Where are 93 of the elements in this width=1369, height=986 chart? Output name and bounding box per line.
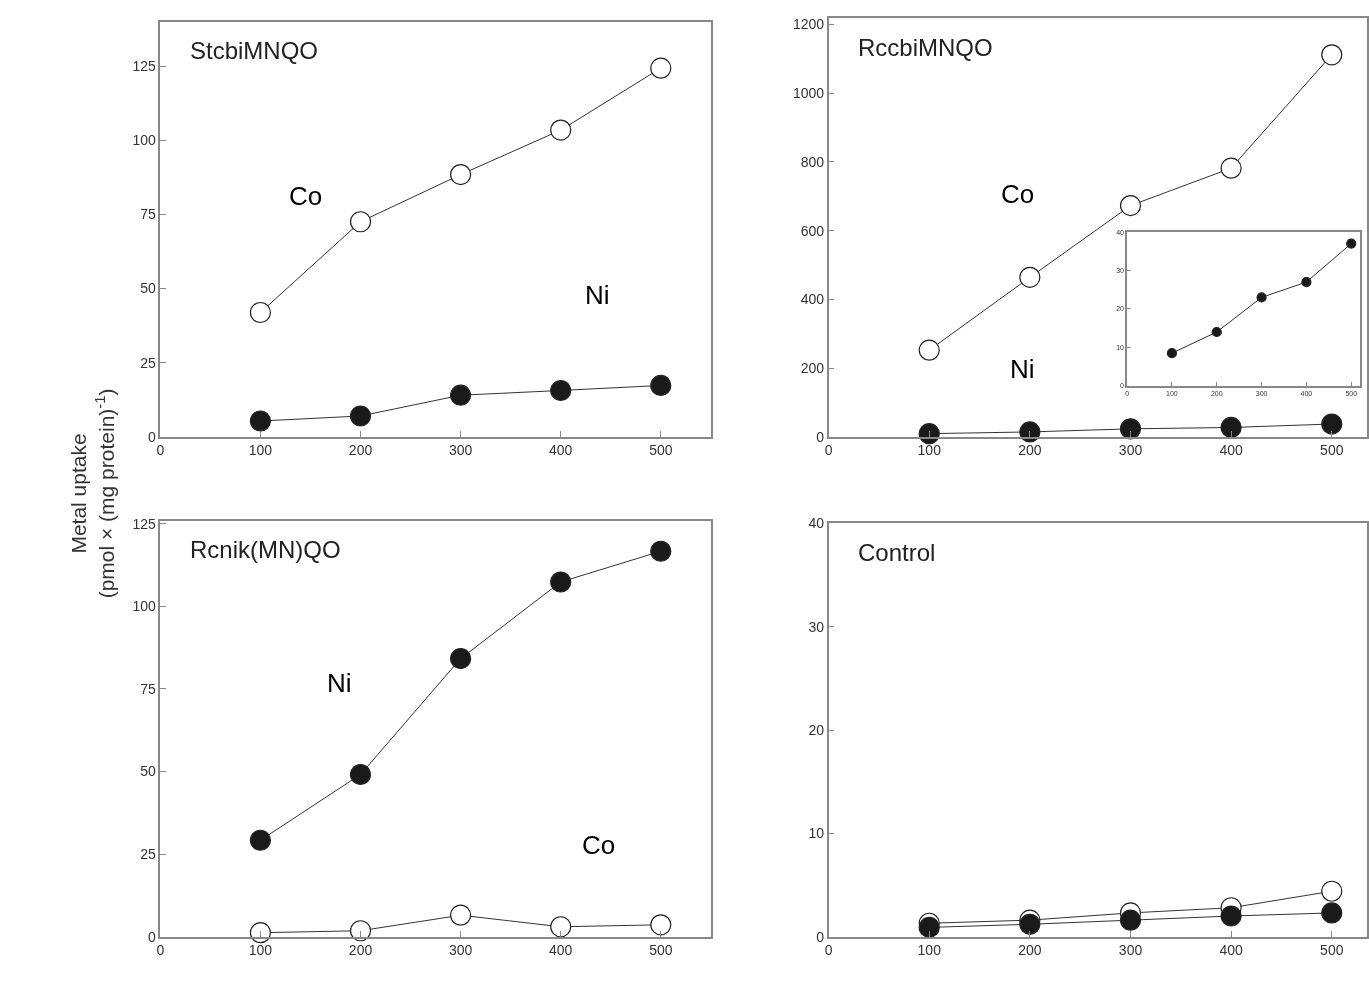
x-tick-label: 500 — [649, 442, 673, 459]
y-tick-label: 200 — [800, 359, 825, 376]
y-tick-label: 75 — [140, 680, 156, 697]
point — [1119, 909, 1142, 931]
x-tick-label: 200 — [1018, 942, 1042, 959]
point — [349, 763, 372, 786]
point — [1321, 413, 1343, 435]
x-tick-label: 200 — [348, 942, 373, 959]
y-tick-label: 1200 — [792, 16, 825, 33]
point — [1166, 348, 1178, 359]
y-tick-label: 0 — [816, 928, 825, 945]
point — [650, 540, 672, 562]
x-tick-label: 500 — [1320, 942, 1344, 959]
point — [550, 119, 572, 141]
point — [249, 922, 272, 944]
point — [1346, 238, 1357, 249]
point — [550, 379, 572, 402]
y-tick-label: 125 — [132, 515, 156, 532]
point — [249, 301, 272, 324]
y-tick-label: 50 — [140, 763, 156, 780]
point — [349, 920, 372, 942]
point — [1211, 326, 1222, 338]
point — [1321, 902, 1343, 924]
series-label: Co — [289, 181, 323, 211]
x-tick-label: 500 — [649, 942, 673, 959]
y-tick-label: 20 — [808, 721, 825, 738]
point — [1119, 418, 1142, 440]
point — [450, 648, 472, 670]
point — [650, 57, 672, 79]
x-tick-label: 200 — [1018, 442, 1042, 459]
text: Rcnik(MN)QO — [190, 536, 341, 563]
y-tick-label: 10 — [808, 825, 825, 842]
point — [1220, 905, 1242, 927]
text: Co — [1001, 179, 1035, 209]
y-tick-label: 100 — [132, 132, 156, 149]
text: RccbiMNQO — [858, 34, 993, 61]
text: Ni — [327, 668, 352, 698]
point — [918, 339, 940, 361]
point — [349, 405, 372, 427]
x-tick-label: 100 — [917, 442, 942, 459]
y-tick-label: 0 — [147, 928, 156, 945]
point — [1256, 292, 1267, 303]
point — [1119, 194, 1142, 217]
x-tick-label: 400 — [1219, 942, 1244, 959]
y-tick-label: 25 — [140, 846, 156, 863]
y-tick-label: 25 — [140, 354, 156, 371]
x-tick-label: 300 — [1118, 942, 1143, 959]
point — [918, 423, 940, 445]
x-tick-label: 400 — [549, 442, 573, 459]
point — [349, 211, 372, 233]
text: StcbiMNQO — [190, 37, 319, 64]
y-tick-label: 600 — [800, 222, 825, 239]
x-tick-label: 100 — [248, 442, 273, 459]
series-label: Ni — [1010, 354, 1035, 384]
x-tick-label: 200 — [348, 442, 373, 459]
y-tick-label: 50 — [140, 280, 156, 297]
x-tick-label: 300 — [1118, 442, 1143, 459]
point — [1301, 276, 1312, 288]
text: Co — [582, 830, 616, 860]
point — [1220, 416, 1242, 439]
point — [1220, 157, 1242, 179]
point — [450, 384, 472, 406]
x-tick-label: 300 — [448, 442, 473, 459]
point — [1321, 880, 1343, 902]
point — [1321, 44, 1343, 66]
y-tick-label: 40 — [808, 515, 825, 532]
x-tick-label: 100 — [917, 942, 942, 959]
x-tick-label: 300 — [448, 942, 473, 959]
point — [550, 916, 572, 938]
point — [1019, 421, 1041, 443]
y-tick-label: 0 — [147, 428, 156, 445]
point — [1019, 266, 1041, 288]
y-tick-label: 30 — [808, 618, 825, 635]
point — [249, 829, 272, 851]
point — [450, 164, 472, 186]
text: Control — [858, 539, 936, 566]
point — [450, 904, 472, 926]
y-tick-label: 800 — [800, 153, 825, 170]
point — [650, 914, 672, 936]
y-tick-label: 400 — [800, 291, 825, 308]
y-tick-label: 0 — [816, 428, 825, 445]
x-tick-label: 500 — [1320, 442, 1344, 459]
y-tick-label: 75 — [140, 206, 156, 223]
text: Ni — [585, 280, 610, 310]
y-tick-label: 100 — [132, 598, 156, 615]
point — [650, 374, 672, 397]
point — [249, 410, 272, 432]
x-tick-label: 100 — [248, 942, 273, 959]
y-tick-label: 1000 — [792, 85, 825, 102]
point — [550, 571, 572, 593]
x-tick-label: 400 — [549, 942, 573, 959]
x-tick-label: 400 — [1219, 442, 1244, 459]
y-tick-label: 125 — [132, 57, 156, 74]
